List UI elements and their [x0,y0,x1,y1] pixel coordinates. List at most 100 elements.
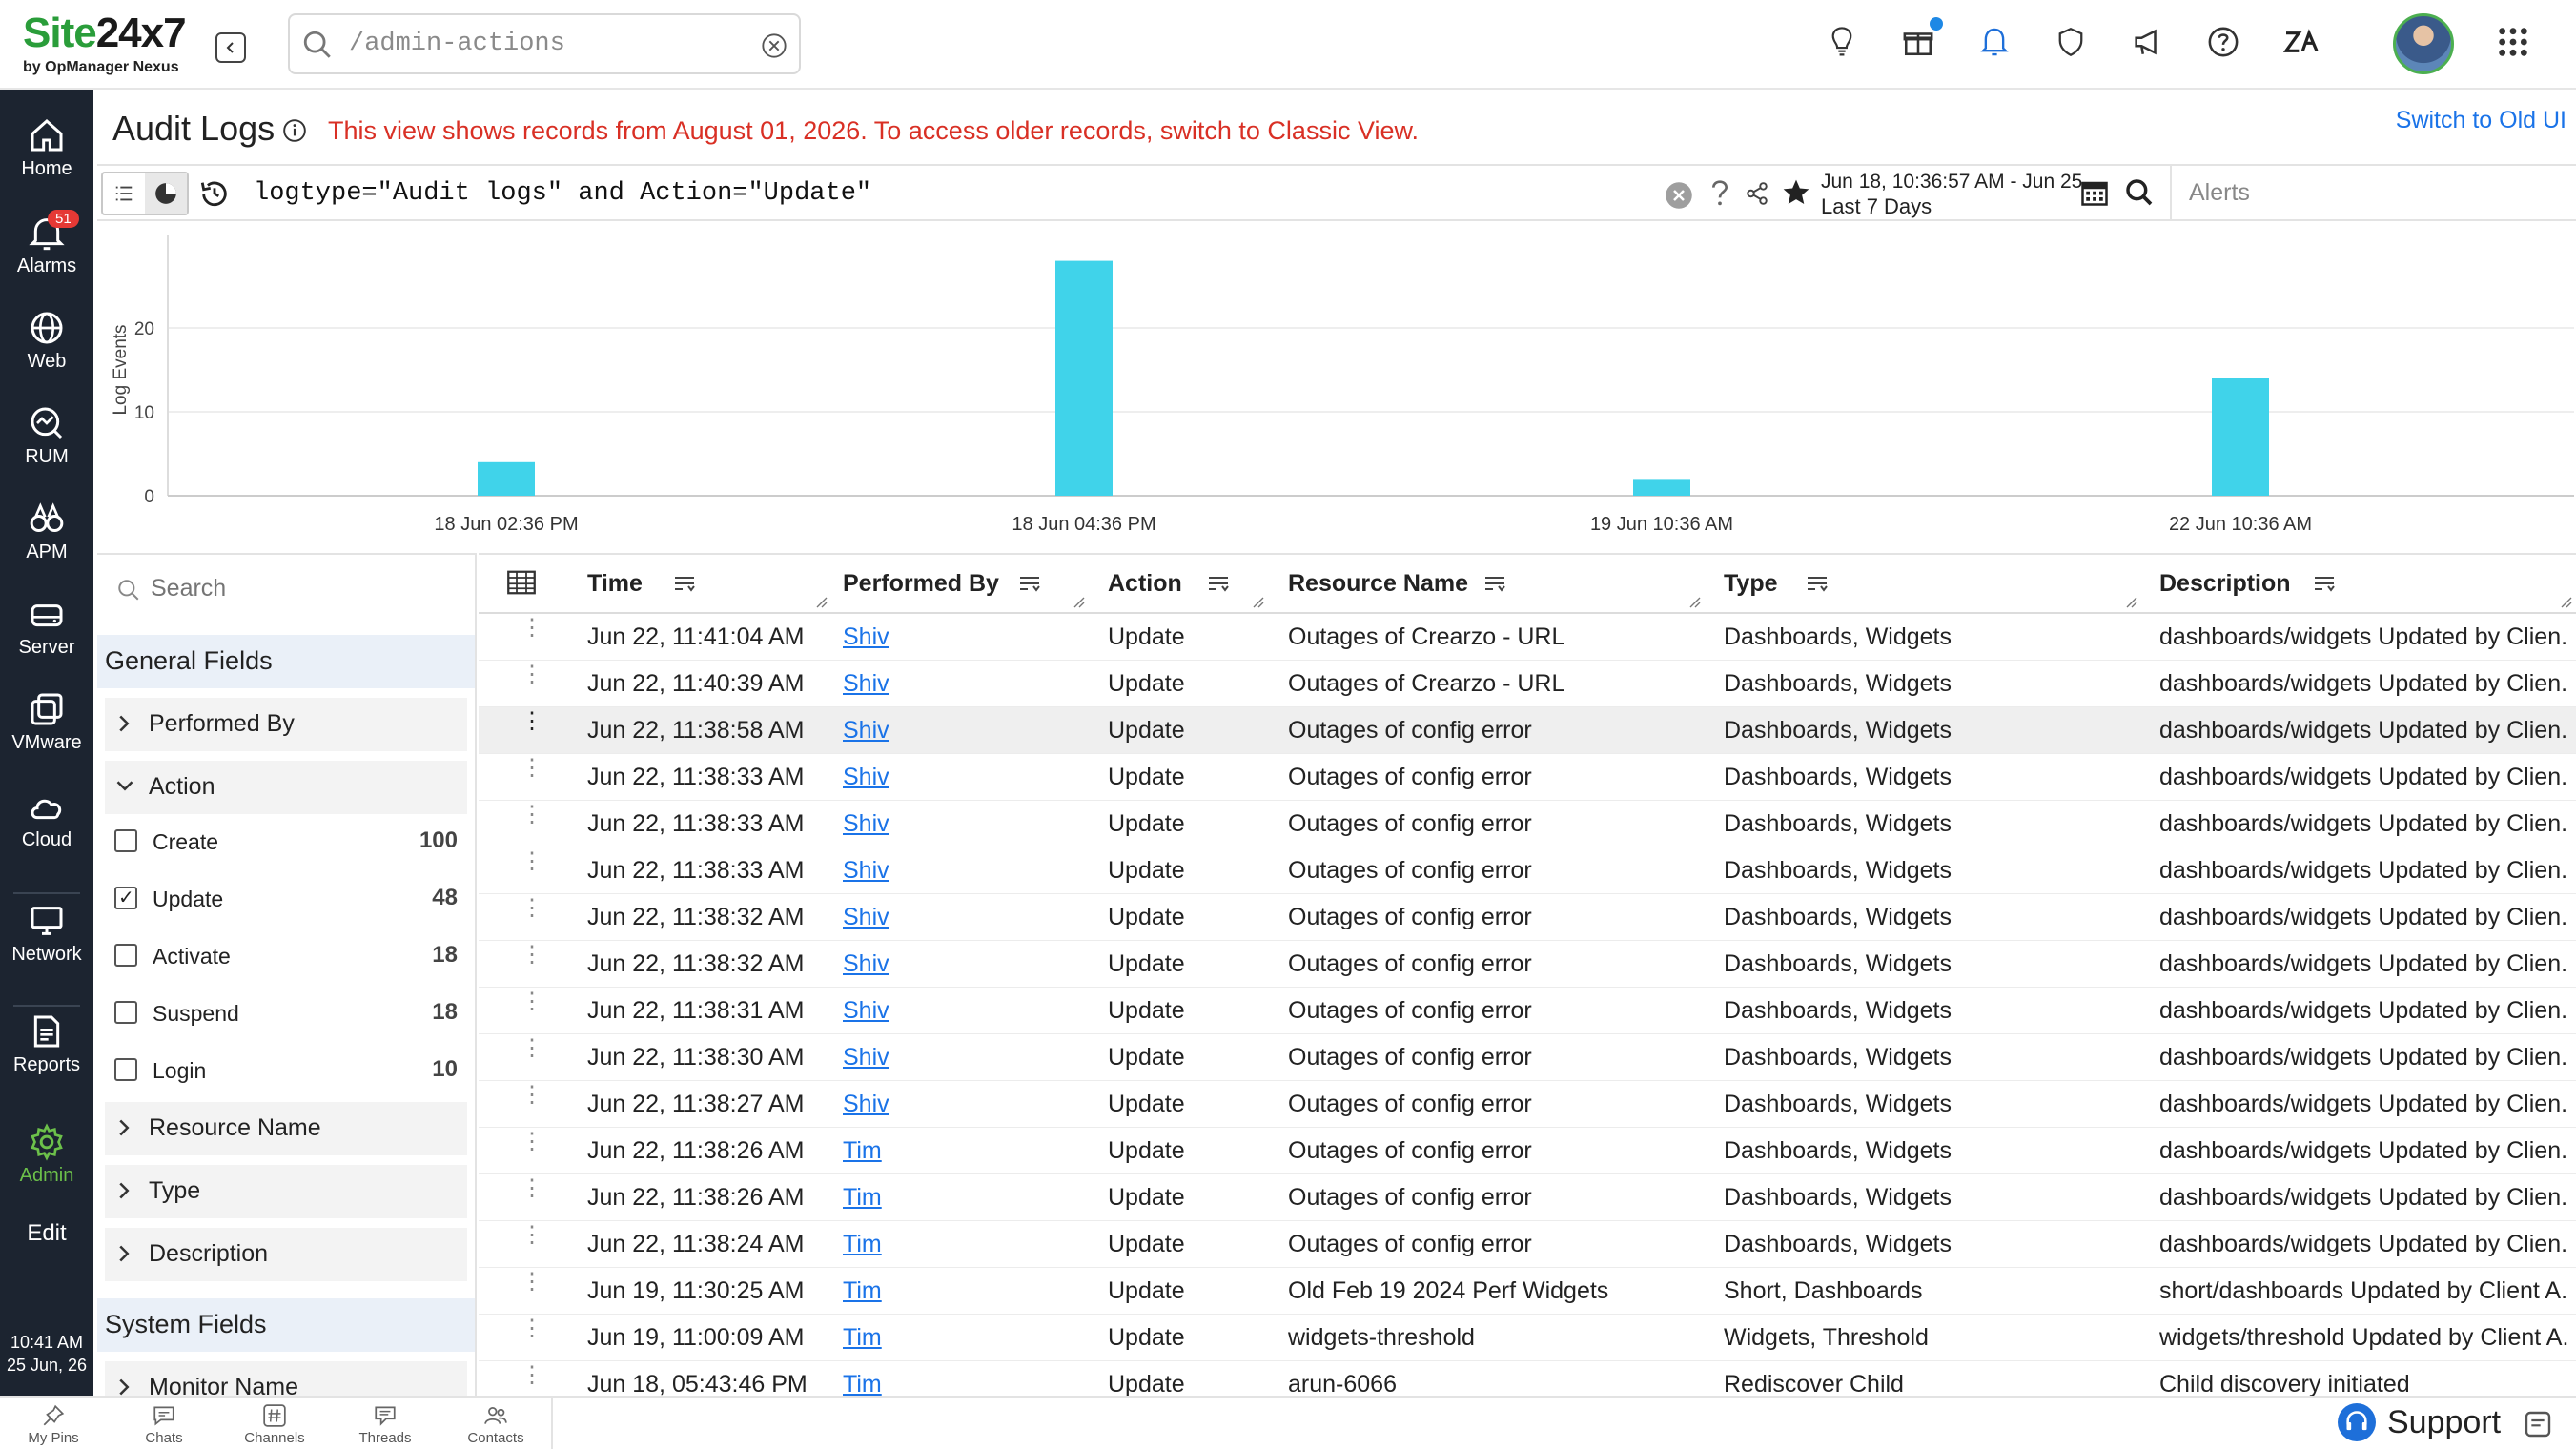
row-menu-icon[interactable]: ⋮ [521,942,543,968]
performed-by-link[interactable]: Shiv [843,764,889,790]
performed-by-link[interactable]: Shiv [843,810,889,837]
help-icon[interactable] [2204,23,2242,61]
nav-apm[interactable]: APM [0,500,93,563]
resize-handle-icon[interactable] [814,595,828,608]
feedback-icon[interactable] [2523,1409,2553,1439]
nav-alarms[interactable]: 51 Alarms [0,210,93,277]
alerts-input[interactable]: Alerts [2170,166,2576,219]
action-option-login[interactable]: Login 10 [114,1051,467,1089]
table-row[interactable]: ⋮ Jun 22, 11:38:32 AM Shiv Update Outages of… [479,941,2576,988]
sort-icon[interactable] [1207,574,1230,595]
column-header-resource-name[interactable]: Resource Name [1288,570,1468,597]
table-row[interactable]: ⋮ Jun 22, 11:38:30 AM Shiv Update Outages of… [479,1034,2576,1081]
sort-icon[interactable] [673,574,696,595]
history-icon[interactable] [198,177,231,210]
performed-by-link[interactable]: Shiv [843,717,889,744]
checkbox[interactable] [114,944,137,967]
row-menu-icon[interactable]: ⋮ [521,1362,543,1388]
nav-server[interactable]: Server [0,595,93,659]
column-header-description[interactable]: Description [2159,570,2291,597]
column-settings-icon[interactable] [507,570,536,595]
resize-handle-icon[interactable] [1251,595,1264,608]
row-menu-icon[interactable]: ⋮ [521,662,543,687]
nav-reports[interactable]: Reports [0,1012,93,1076]
nav-rum[interactable]: RUM [0,404,93,468]
row-menu-icon[interactable]: ⋮ [521,1129,543,1154]
performed-by-link[interactable]: Shiv [843,997,889,1024]
megaphone-icon[interactable] [2128,23,2166,61]
row-menu-icon[interactable]: ⋮ [521,1316,543,1341]
table-row[interactable]: ⋮ Jun 19, 11:30:25 AM Tim Update Old Feb 19 … [479,1268,2576,1315]
column-header-performed-by[interactable]: Performed By [843,570,999,597]
field-search-input[interactable] [151,568,437,608]
table-row[interactable]: ⋮ Jun 22, 11:38:26 AM Tim Update Outages of … [479,1128,2576,1174]
row-menu-icon[interactable]: ⋮ [521,848,543,874]
field-group-performed-by[interactable]: Performed By [105,698,467,751]
field-group-resource-name[interactable]: Resource Name [105,1102,467,1155]
row-menu-icon[interactable]: ⋮ [521,1082,543,1108]
field-group-action[interactable]: Action [105,761,467,814]
action-option-activate[interactable]: Activate 18 [114,936,467,974]
gift-icon[interactable] [1899,17,1943,61]
brand-logo[interactable]: Site24x7 by OpManager Nexus [23,10,187,76]
table-row[interactable]: ⋮ Jun 22, 11:38:27 AM Shiv Update Outages of… [479,1081,2576,1128]
performed-by-link[interactable]: Shiv [843,670,889,697]
row-menu-icon[interactable]: ⋮ [521,989,543,1014]
resize-handle-icon[interactable] [2559,595,2572,608]
sort-icon[interactable] [1483,574,1506,595]
performed-by-link[interactable]: Shiv [843,950,889,977]
table-row[interactable]: ⋮ Jun 22, 11:38:31 AM Shiv Update Outages of… [479,988,2576,1034]
row-menu-icon[interactable]: ⋮ [521,708,543,734]
column-header-time[interactable]: Time [587,570,643,597]
notification-bell-icon[interactable] [1975,23,2014,61]
performed-by-link[interactable]: Tim [843,1184,882,1211]
table-row[interactable]: ⋮ Jun 19, 11:00:09 AM Tim Update widgets-thr… [479,1315,2576,1361]
bottom-my-pins[interactable]: My Pins [6,1403,101,1446]
sort-icon[interactable] [2313,574,2336,595]
clear-query-icon[interactable] [1665,181,1693,210]
column-header-type[interactable]: Type [1724,570,1778,597]
nav-network[interactable]: Network [0,902,93,966]
general-fields-header[interactable]: General Fields [97,635,475,688]
table-row[interactable]: ⋮ Jun 22, 11:38:24 AM Tim Update Outages of … [479,1221,2576,1268]
performed-by-link[interactable]: Tim [843,1371,882,1396]
table-row[interactable]: ⋮ Jun 22, 11:40:39 AM Shiv Update Outages of… [479,661,2576,707]
bottom-contacts[interactable]: Contacts [448,1403,543,1446]
checkbox[interactable] [114,1058,137,1081]
support-button[interactable]: Support [2338,1403,2501,1441]
performed-by-link[interactable]: Tim [843,1231,882,1257]
row-menu-icon[interactable]: ⋮ [521,1222,543,1248]
system-fields-header[interactable]: System Fields [97,1298,475,1352]
performed-by-link[interactable]: Shiv [843,904,889,930]
nav-vmware[interactable]: VMware [0,690,93,754]
share-icon[interactable] [1745,181,1769,206]
list-view-button[interactable] [103,173,145,214]
table-row[interactable]: ⋮ Jun 18, 05:43:46 PM Tim Update arun-6066 Re… [479,1361,2576,1396]
nav-cloud[interactable]: Cloud [0,787,93,851]
action-option-update[interactable]: Update 48 [114,879,467,917]
collapse-sidebar-button[interactable] [215,32,246,63]
field-group-description[interactable]: Description [105,1228,467,1281]
checkbox[interactable] [114,1001,137,1024]
chart-view-button[interactable] [145,173,187,214]
performed-by-link[interactable]: Shiv [843,857,889,884]
resize-handle-icon[interactable] [1687,595,1701,608]
search-icon[interactable] [2124,177,2155,208]
performed-by-link[interactable]: Tim [843,1137,882,1164]
row-menu-icon[interactable]: ⋮ [521,1035,543,1061]
checkbox[interactable] [114,886,137,909]
field-group-monitor-name[interactable]: Monitor Name [105,1361,467,1396]
global-search-input[interactable] [349,23,730,65]
sort-icon[interactable] [1018,574,1041,595]
switch-old-ui-link[interactable]: Switch to Old UI [2395,107,2566,133]
row-menu-icon[interactable]: ⋮ [521,802,543,827]
clear-search-icon[interactable] [761,32,787,59]
lightbulb-icon[interactable] [1823,23,1861,61]
performed-by-link[interactable]: Tim [843,1277,882,1304]
shield-icon[interactable] [2052,23,2090,61]
table-row[interactable]: ⋮ Jun 22, 11:38:58 AM Shiv Update Outages of… [479,707,2576,754]
nav-edit[interactable]: Edit [0,1220,93,1247]
user-avatar[interactable] [2393,13,2454,74]
bottom-threads[interactable]: Threads [337,1403,433,1446]
checkbox[interactable] [114,829,137,852]
